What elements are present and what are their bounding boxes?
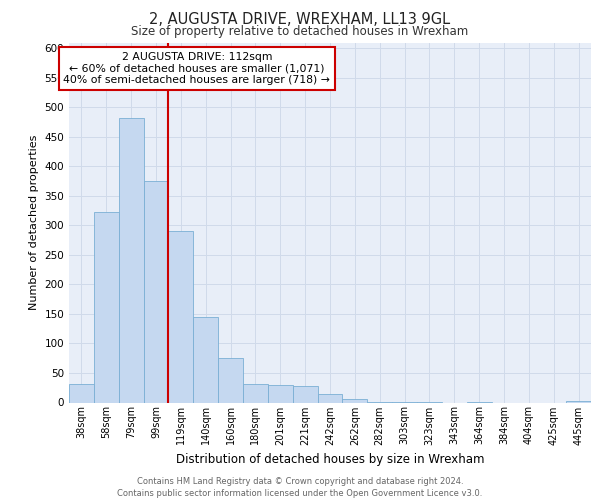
Text: 2 AUGUSTA DRIVE: 112sqm
← 60% of detached houses are smaller (1,071)
40% of semi: 2 AUGUSTA DRIVE: 112sqm ← 60% of detache… [64,52,331,84]
Bar [94,212,119,402]
Text: Size of property relative to detached houses in Wrexham: Size of property relative to detached ho… [131,25,469,38]
Text: Contains HM Land Registry data © Crown copyright and database right 2024.
Contai: Contains HM Land Registry data © Crown c… [118,476,482,498]
Bar [119,118,143,403]
Bar [566,400,591,402]
Bar [218,358,243,403]
Bar [169,232,193,402]
Bar [143,181,169,402]
Bar [293,386,317,402]
Bar [69,384,94,402]
Bar [343,399,367,402]
Text: 2, AUGUSTA DRIVE, WREXHAM, LL13 9GL: 2, AUGUSTA DRIVE, WREXHAM, LL13 9GL [149,12,451,28]
X-axis label: Distribution of detached houses by size in Wrexham: Distribution of detached houses by size … [176,453,484,466]
Bar [268,385,293,402]
Bar [193,317,218,402]
Bar [243,384,268,402]
Bar [317,394,343,402]
Y-axis label: Number of detached properties: Number of detached properties [29,135,39,310]
